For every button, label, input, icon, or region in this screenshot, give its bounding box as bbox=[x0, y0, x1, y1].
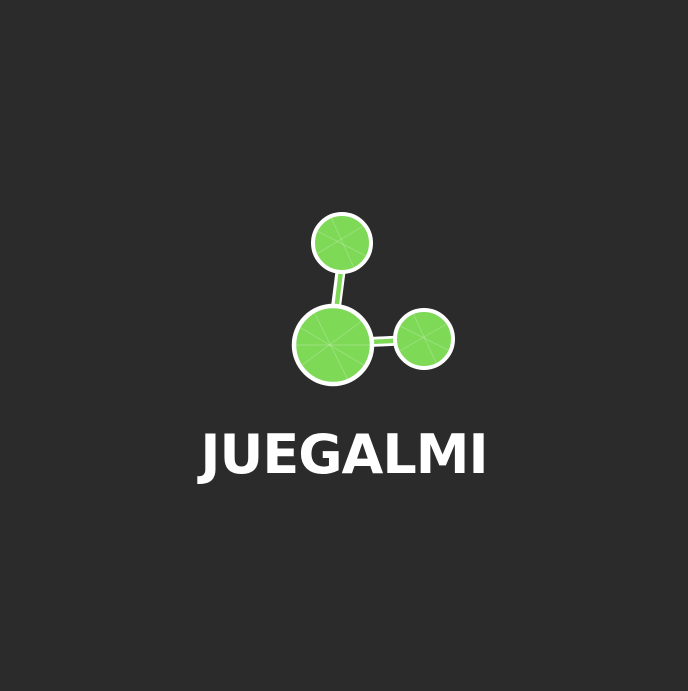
molecule-node-right bbox=[393, 308, 455, 370]
molecule-node-top bbox=[311, 212, 373, 274]
brand-name: JUEGALMI bbox=[200, 423, 488, 486]
molecule-node-main bbox=[291, 303, 375, 387]
